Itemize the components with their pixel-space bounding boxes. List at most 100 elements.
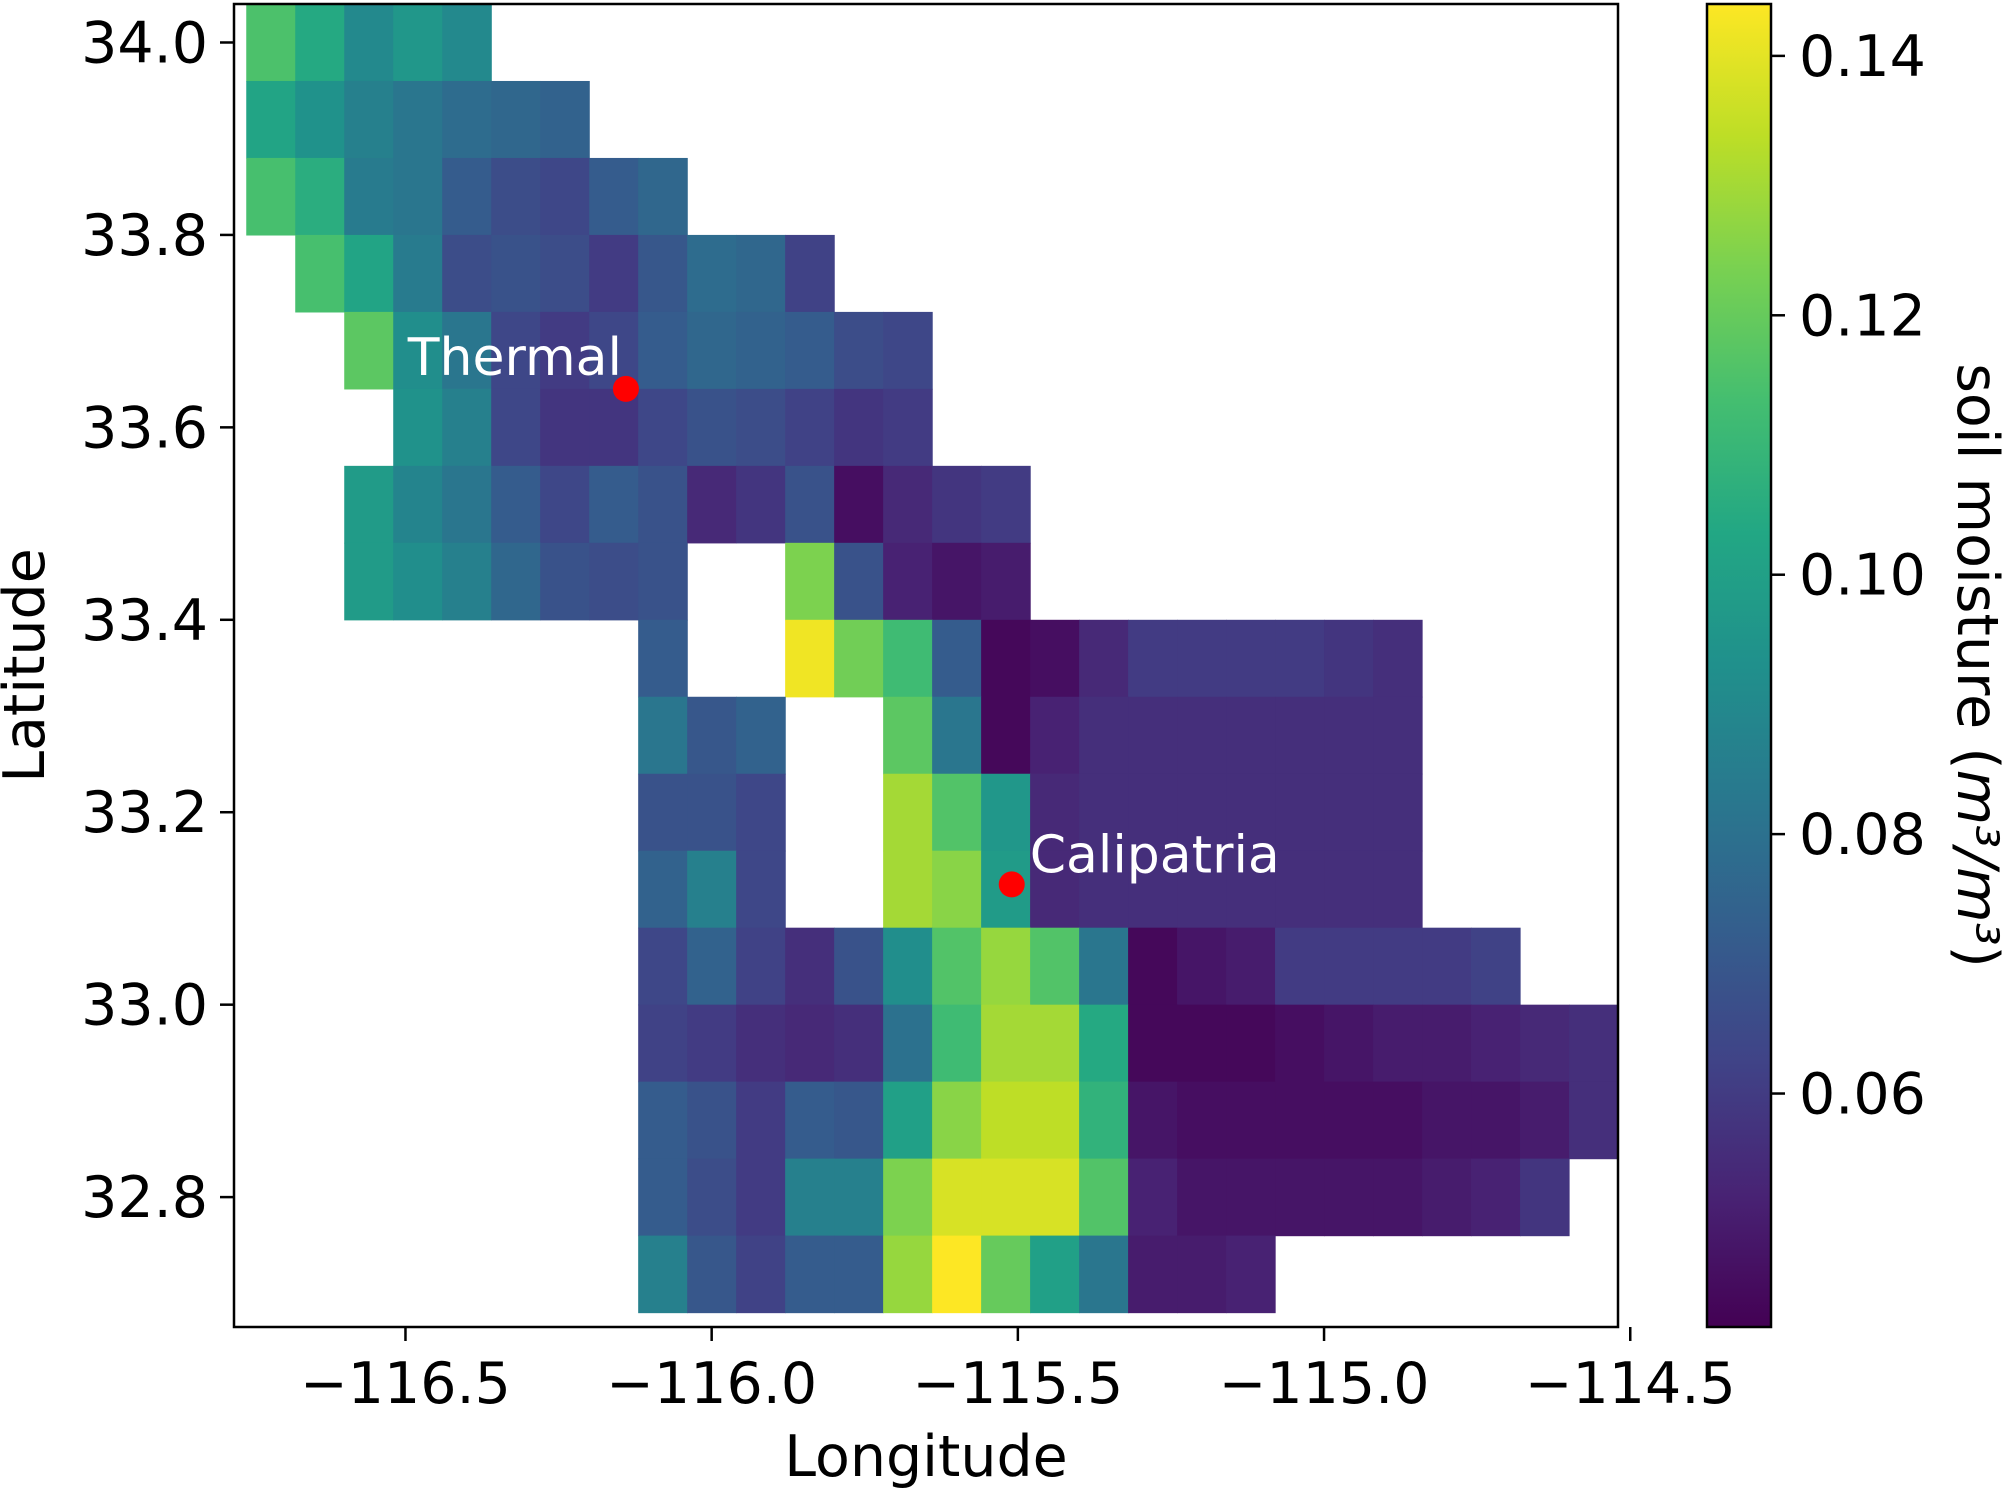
heatmap-cell xyxy=(1324,619,1374,698)
heatmap-cell xyxy=(1177,850,1227,929)
heatmap-cell xyxy=(638,1081,688,1160)
heatmap-cell xyxy=(442,465,492,544)
heatmap-cell xyxy=(1275,1004,1325,1083)
x-tick-label: −115.0 xyxy=(1219,1351,1430,1417)
colorbar xyxy=(1705,2,1773,1329)
heatmap-cell xyxy=(687,1081,737,1160)
heatmap-cell xyxy=(1373,1158,1423,1237)
heatmap-cell xyxy=(981,1004,1031,1083)
heatmap-cell xyxy=(785,619,835,698)
heatmap-cell xyxy=(687,696,737,775)
heatmap-cell xyxy=(883,696,933,775)
heatmap-cell xyxy=(1373,696,1423,775)
heatmap-cell xyxy=(1030,1235,1080,1314)
colorbar-tick-label: 0.12 xyxy=(1799,283,1926,349)
city-marker xyxy=(998,871,1025,898)
heatmap-cell xyxy=(540,80,590,159)
y-tick-label: 33.2 xyxy=(81,780,208,846)
heatmap-cell xyxy=(540,234,590,313)
heatmap-cell xyxy=(393,542,443,621)
heatmap-cell xyxy=(1128,1158,1178,1237)
heatmap-cell xyxy=(1373,619,1423,698)
heatmap-cell xyxy=(932,465,982,544)
y-tick-label: 33.4 xyxy=(81,588,208,654)
colorbar-tick-label: 0.08 xyxy=(1799,802,1926,868)
heatmap-cell xyxy=(932,850,982,929)
heatmap-cell xyxy=(638,388,688,467)
heatmap-cell xyxy=(1324,927,1374,1006)
heatmap-cell xyxy=(246,80,296,159)
heatmap-cell xyxy=(932,542,982,621)
heatmap-cell xyxy=(1324,696,1374,775)
heatmap-cell xyxy=(883,773,933,852)
y-tick-label: 33.8 xyxy=(81,203,208,269)
heatmap-cell xyxy=(344,465,394,544)
heatmap-cell xyxy=(1422,1158,1472,1237)
heatmap-cell xyxy=(1226,773,1276,852)
heatmap-cell xyxy=(638,157,688,236)
heatmap-cell xyxy=(1373,773,1423,852)
heatmap-cell xyxy=(1030,696,1080,775)
heatmap-cell xyxy=(687,927,737,1006)
heatmap-cell xyxy=(1079,850,1129,929)
heatmap-cell xyxy=(1226,850,1276,929)
heatmap-cell xyxy=(589,542,639,621)
heatmap-cell xyxy=(1520,1004,1570,1083)
heatmap-cell xyxy=(883,1081,933,1160)
heatmap-cell xyxy=(981,773,1031,852)
colorbar-tick-label: 0.14 xyxy=(1799,24,1926,90)
heatmap-cell xyxy=(1275,619,1325,698)
heatmap-cell xyxy=(1275,927,1325,1006)
heatmap-cell xyxy=(442,234,492,313)
heatmap-cell xyxy=(981,927,1031,1006)
heatmap-cell xyxy=(1275,696,1325,775)
heatmap-cell xyxy=(1030,619,1080,698)
heatmap-cell xyxy=(1520,1158,1570,1237)
heatmap-cell xyxy=(1177,619,1227,698)
colorbar-ticks: 0.06 0.08 0.10 0.12 0.14 xyxy=(1771,24,1926,1128)
heatmap-cell xyxy=(1373,850,1423,929)
heatmap-cell xyxy=(295,234,345,313)
heatmap-cell xyxy=(1177,1004,1227,1083)
heatmap-cell xyxy=(491,465,541,544)
heatmap-cell xyxy=(344,311,394,390)
heatmap-cell xyxy=(736,1081,786,1160)
city-label: Calipatria xyxy=(1030,825,1280,885)
heatmap-cell xyxy=(1079,1004,1129,1083)
heatmap-cell xyxy=(638,1235,688,1314)
heatmap-cell xyxy=(736,773,786,852)
heatmap-cell xyxy=(736,1004,786,1083)
heatmap-cell xyxy=(981,696,1031,775)
heatmap-cell xyxy=(491,80,541,159)
x-tick-label: −116.0 xyxy=(606,1351,817,1417)
heatmap-cell xyxy=(883,542,933,621)
heatmap-cell xyxy=(687,388,737,467)
heatmap-cell xyxy=(883,1235,933,1314)
colorbar-label-units: m³/m³ xyxy=(1944,770,2008,946)
heatmap-cell xyxy=(1569,1004,1619,1083)
heatmap-cell xyxy=(932,773,982,852)
heatmap-cell xyxy=(1128,619,1178,698)
heatmap-cell xyxy=(1324,1004,1374,1083)
y-tick-label: 34.0 xyxy=(81,10,208,76)
heatmap-cell xyxy=(736,311,786,390)
heatmap-cell xyxy=(687,234,737,313)
heatmap-cell xyxy=(638,1158,688,1237)
heatmap-cell xyxy=(638,773,688,852)
heatmap-cell xyxy=(1079,1158,1129,1237)
heatmap-cell xyxy=(1275,1081,1325,1160)
heatmap-cell xyxy=(589,311,639,390)
heatmap-cell xyxy=(638,311,688,390)
heatmap-cell xyxy=(834,388,884,467)
heatmap-cell xyxy=(932,1004,982,1083)
heatmap-cell xyxy=(785,1235,835,1314)
heatmap-cell xyxy=(1226,927,1276,1006)
heatmap-cell xyxy=(393,465,443,544)
heatmap-cell xyxy=(883,388,933,467)
heatmap-cell xyxy=(785,542,835,621)
heatmap-cell xyxy=(540,311,590,390)
heatmap-cell xyxy=(834,927,884,1006)
heatmap-cell xyxy=(1471,1004,1521,1083)
heatmap-cell xyxy=(834,1081,884,1160)
heatmap-cell xyxy=(1324,850,1374,929)
